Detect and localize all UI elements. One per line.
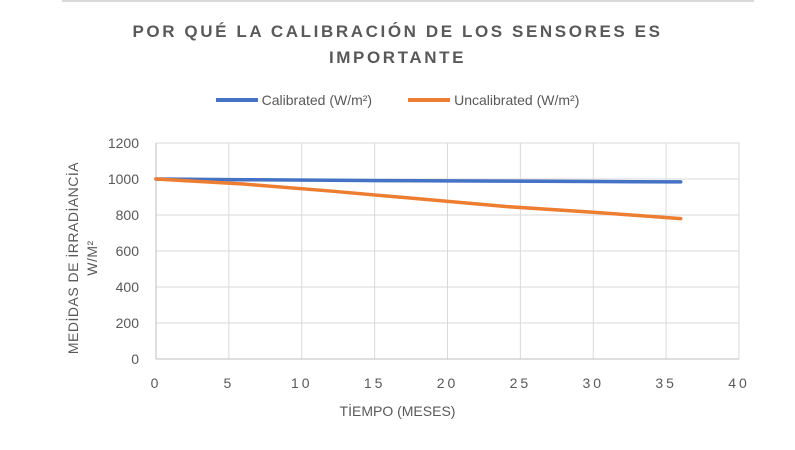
y-axis-label: MEDİDAS DE İRRADİANCİA W/M² (64, 162, 102, 354)
legend-label-calibrated: Calibrated (W/m²) (261, 92, 373, 108)
legend-swatch-uncalibrated (408, 98, 451, 102)
x-tick-label: 0 (151, 375, 162, 391)
chart-legend: Calibrated (W/m²) Uncalibrated (W/m²) (0, 92, 795, 108)
legend-item-calibrated: Calibrated (W/m²) (215, 92, 373, 108)
x-tick-label: 20 (437, 375, 459, 391)
x-tick-label: 30 (582, 375, 604, 391)
top-border-rule (62, 0, 754, 2)
x-tick-label: 25 (510, 375, 532, 391)
y-axis-label-line-1: MEDİDAS DE İRRADİANCİA (65, 161, 81, 355)
y-axis-label-line-2: W/M² (84, 240, 100, 276)
x-tick-label: 40 (728, 375, 750, 391)
x-axis-label: TİEMPO (MESES) (339, 403, 456, 419)
y-tick-label: 400 (116, 279, 140, 295)
x-tick-label: 10 (291, 375, 313, 391)
legend-item-uncalibrated: Uncalibrated (W/m²) (408, 92, 579, 108)
x-tick-label: 5 (223, 375, 234, 391)
chart-title-line-1: POR QUÉ LA CALIBRACIÓN DE LOS SENSORES E… (132, 22, 663, 41)
y-tick-label: 600 (116, 243, 140, 259)
series-line-calibrated (154, 177, 683, 184)
series-line-uncalibrated (154, 177, 683, 221)
y-tick-label: 1200 (108, 135, 139, 151)
x-tick-label: 35 (655, 375, 677, 391)
y-tick-label: 0 (131, 351, 139, 367)
x-tick-label: 15 (364, 375, 386, 391)
y-tick-label: 1000 (108, 171, 139, 187)
legend-swatch-calibrated (215, 98, 258, 102)
y-tick-label: 800 (116, 207, 140, 223)
chart-title-line-2: IMPORTANTE (328, 48, 467, 67)
y-tick-label: 200 (116, 315, 140, 331)
legend-label-uncalibrated: Uncalibrated (W/m²) (454, 92, 580, 108)
